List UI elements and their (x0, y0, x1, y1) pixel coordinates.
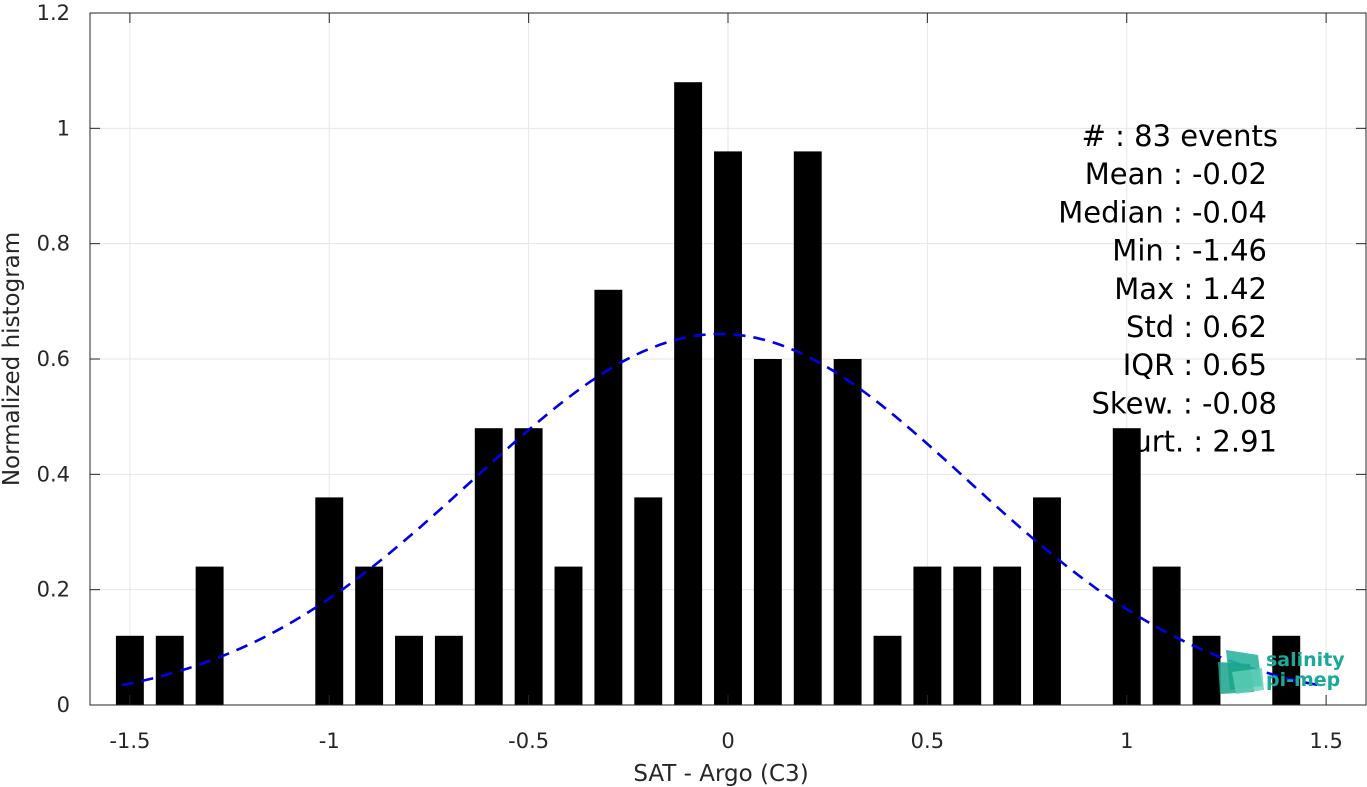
histogram-bar (993, 566, 1022, 705)
x-tick-label: -1 (319, 729, 340, 753)
histogram-bar (434, 635, 463, 705)
histogram-bar (753, 359, 782, 705)
histogram-bar (155, 635, 184, 705)
histogram-bar (1272, 635, 1301, 705)
histogram-bar (1152, 566, 1181, 705)
axis-ticks (90, 12, 1366, 706)
histogram-bar (913, 566, 942, 705)
x-tick-label: -0.5 (508, 729, 549, 753)
histogram-bar (355, 566, 384, 705)
logo-line-1: salinity (1266, 649, 1345, 671)
y-tick-label: 1.2 (37, 1, 70, 25)
histogram-bars (115, 82, 1301, 705)
histogram-bar (315, 497, 344, 705)
stat-line: Min : -1.46 (1112, 234, 1267, 268)
stat-line: Std : 0.62 (1126, 310, 1267, 344)
stat-line: IQR : 0.65 (1123, 348, 1267, 382)
stat-line: Kurt. : 2.91 (1116, 425, 1277, 459)
histogram-bar (1033, 497, 1061, 705)
waves-icon (1218, 650, 1264, 694)
stat-line: Max : 1.42 (1114, 272, 1267, 306)
x-tick-label: 1 (1120, 729, 1133, 753)
histogram-bar (793, 151, 822, 705)
y-tick-label: 0.2 (37, 578, 70, 602)
histogram-bar (833, 359, 862, 705)
y-tick-label: 1 (57, 116, 70, 140)
histogram-bar (1112, 428, 1141, 705)
histogram-bar (514, 428, 543, 705)
histogram-bar (953, 566, 982, 705)
x-axis-label: SAT - Argo (C3) (633, 761, 808, 787)
statistics-annotation: # : 83 events Mean : -0.02 Median : -0.04 M… (1058, 119, 1278, 459)
logo-line-2: pi-mep (1266, 669, 1340, 691)
histogram-bar (873, 635, 902, 705)
stat-line: Skew. : -0.08 (1091, 386, 1277, 420)
y-axis-label: Normalized histogram (0, 232, 25, 486)
histogram-bar (195, 566, 224, 705)
histogram-bar (594, 289, 623, 705)
y-tick-label: 0.8 (37, 232, 70, 256)
stat-line: Median : -0.04 (1058, 195, 1267, 229)
normal-fit-curve (121, 332, 1319, 687)
x-tick-label: 0.5 (911, 729, 944, 753)
histogram-bar (714, 151, 742, 705)
y-tick-labels: 0 0.2 0.4 0.6 0.8 1 1.2 (37, 1, 70, 717)
y-tick-label: 0.6 (37, 347, 70, 371)
stat-line: # : 83 events (1082, 119, 1278, 153)
histogram-bar (554, 566, 583, 705)
x-tick-label: 0 (721, 729, 734, 753)
salinity-pimep-logo: salinity pi-mep (1218, 649, 1345, 694)
y-tick-label: 0 (57, 693, 70, 717)
x-tick-label: 1.5 (1309, 729, 1342, 753)
y-tick-label: 0.4 (37, 462, 70, 486)
histogram-bar (115, 635, 144, 705)
histogram-bar (674, 82, 703, 705)
histogram-bar (634, 497, 663, 705)
x-tick-label: -1.5 (109, 729, 150, 753)
x-tick-labels: -1.5 -1 -0.5 0 0.5 1 1.5 (109, 729, 1342, 753)
histogram-bar (474, 428, 503, 705)
stat-line: Mean : -0.02 (1085, 157, 1267, 191)
histogram-bar (395, 635, 423, 705)
